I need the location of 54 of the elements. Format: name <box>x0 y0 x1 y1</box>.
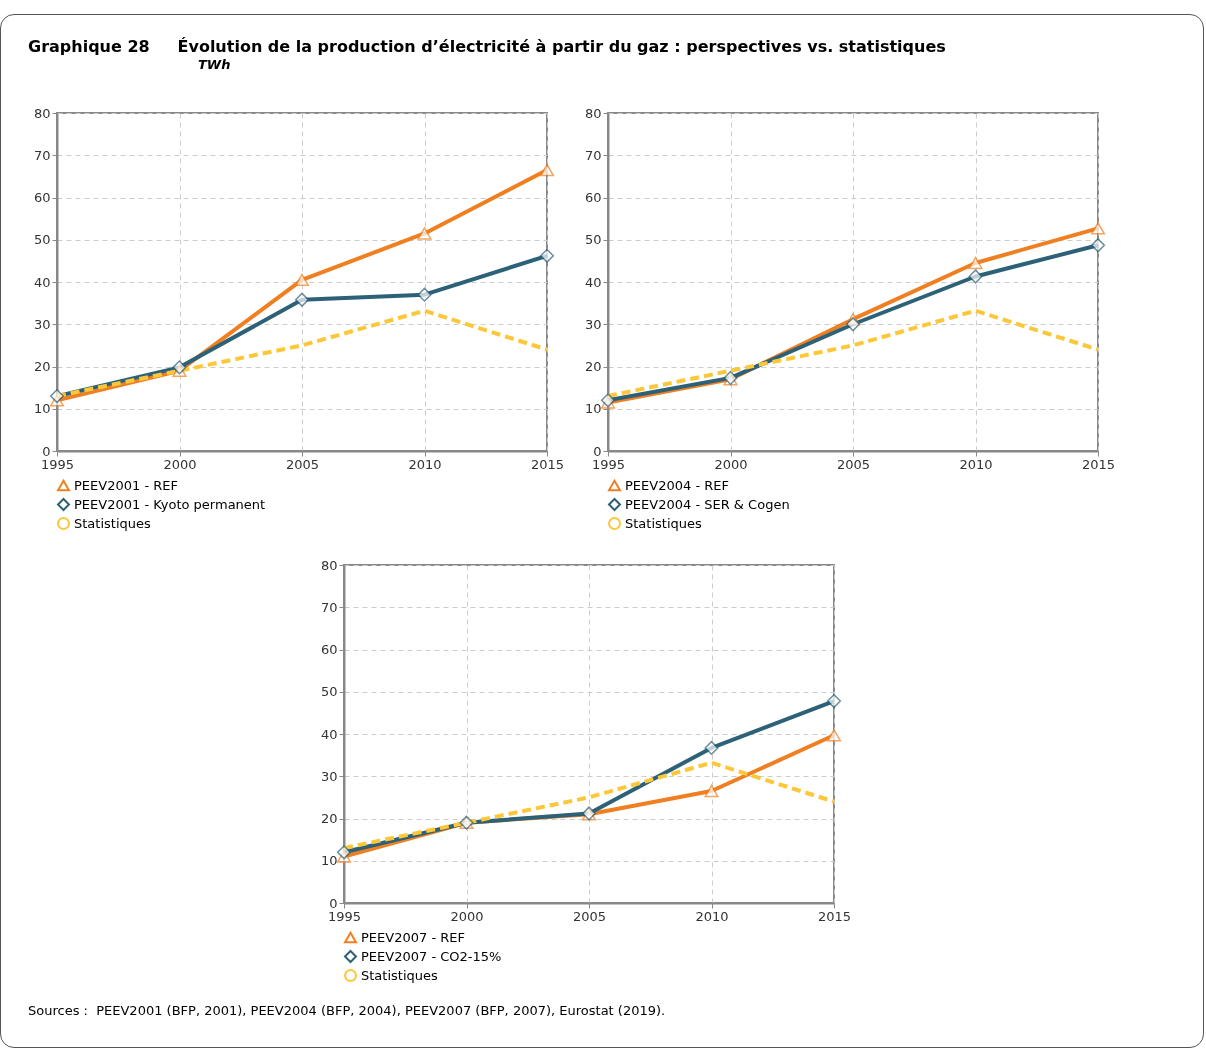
x-tick-label: 2000 <box>714 456 748 472</box>
y-tick-label: 60 <box>584 190 602 205</box>
y-tick-label: 60 <box>33 190 51 205</box>
y-tick-label: 50 <box>584 232 602 248</box>
legend-label: Statistiques <box>74 515 151 531</box>
y-tick-label: 0 <box>593 443 602 459</box>
y-tick-label: 80 <box>33 105 51 121</box>
y-tick-label: 40 <box>584 274 602 290</box>
x-tick-label: 2015 <box>1081 456 1116 472</box>
x-tick-label: 2015 <box>817 908 852 924</box>
y-tick-label: 10 <box>584 401 602 417</box>
y-tick-label: 70 <box>33 147 51 163</box>
y-tick-label: 80 <box>320 557 338 573</box>
y-tick-label: 10 <box>33 401 51 417</box>
x-tick-label: 2000 <box>450 908 484 924</box>
legend-label: PEEV2007 - CO2-15% <box>361 948 502 964</box>
x-tick-label: 2005 <box>836 456 871 472</box>
y-tick-label: 60 <box>320 642 338 657</box>
x-tick-label: 1995 <box>591 456 626 472</box>
legend-label: PEEV2001 - Kyoto permanent <box>74 496 266 512</box>
y-tick-label: 20 <box>584 359 602 374</box>
y-tick-label: 70 <box>320 599 338 615</box>
chart-title: Graphique 28 Évolution de la production d’électricité à partir du gaz : perspectives vs. statistiques <box>28 37 947 57</box>
legend-label: Statistiques <box>361 967 438 983</box>
x-tick-label: 2010 <box>959 456 993 472</box>
y-tick-label: 50 <box>33 232 51 248</box>
x-tick-label: 2000 <box>163 456 197 472</box>
legend-label: PEEV2004 - SER & Cogen <box>625 496 790 512</box>
x-tick-label: 1995 <box>327 908 362 924</box>
x-tick-label: 2015 <box>530 456 565 472</box>
y-tick-label: 30 <box>584 316 602 332</box>
legend-label: PEEV2001 - REF <box>74 477 178 493</box>
y-tick-label: 20 <box>33 359 51 374</box>
y-tick-label: 30 <box>320 768 338 784</box>
y-tick-label: 0 <box>329 895 338 911</box>
y-tick-label: 80 <box>584 105 602 121</box>
chart-subtitle: TWh <box>198 57 232 74</box>
y-tick-label: 50 <box>320 684 338 700</box>
x-tick-label: 1995 <box>40 456 75 472</box>
y-tick-label: 0 <box>42 443 51 459</box>
legend-label: PEEV2007 - REF <box>361 929 465 945</box>
legend-label: Statistiques <box>625 515 702 531</box>
x-tick-label: 2010 <box>695 908 729 924</box>
legend-label: PEEV2004 - REF <box>625 477 729 493</box>
y-tick-label: 20 <box>320 811 338 826</box>
y-tick-label: 30 <box>33 316 51 332</box>
y-tick-label: 10 <box>320 853 338 869</box>
source-note: Sources : PEEV2001 (BFP, 2001), PEEV2004 (BFP, 2004), PEEV2007 (BFP, 2007), Eurostat (2019). <box>28 1003 667 1018</box>
y-tick-label: 40 <box>33 274 51 290</box>
y-tick-label: 40 <box>320 726 338 742</box>
x-tick-label: 2005 <box>285 456 320 472</box>
x-tick-label: 2010 <box>408 456 442 472</box>
x-tick-label: 2005 <box>572 908 607 924</box>
y-tick-label: 70 <box>584 147 602 163</box>
